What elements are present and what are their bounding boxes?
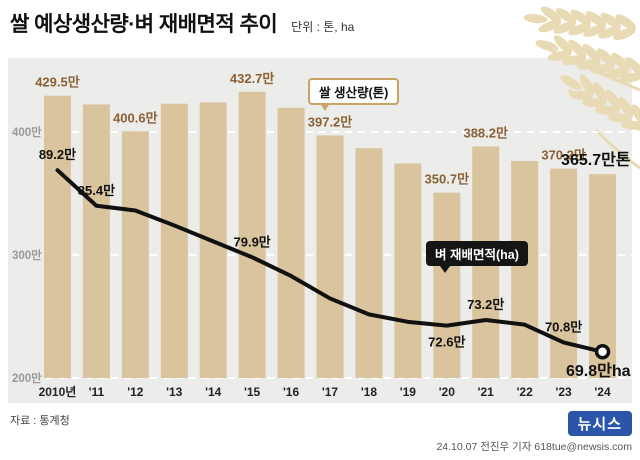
line-value-label: 85.4만 [78, 183, 115, 198]
source-note: 자료 : 통계청 [10, 415, 70, 427]
bar-'19 [394, 163, 422, 378]
bar-'20 [433, 192, 461, 378]
line-value-label: 79.9만 [234, 234, 271, 249]
credit-block: 뉴시스 24.10.07 전진우 기자 618tue@newsis.com [436, 411, 632, 454]
bar-'16 [277, 107, 305, 379]
header: 쌀 예상생산량·벼 재배면적 추이 단위 : 톤, ha [10, 8, 354, 38]
newsis-logo: 뉴시스 [567, 411, 632, 436]
y-tick-label: 200만 [12, 371, 42, 385]
x-tick-label: '11 [89, 385, 105, 399]
x-tick-label: '15 [244, 385, 261, 399]
credit-line: 24.10.07 전진우 기자 618tue@newsis.com [436, 441, 632, 453]
x-axis-labels: 2010년 '11 '12 '13 '14 '15 '16 '17 '18 '19 '20 '21 '2… [39, 385, 611, 399]
bars [43, 91, 617, 379]
x-tick-label: '12 [127, 385, 144, 399]
bar-'17 [316, 135, 344, 378]
line-end-marker [594, 344, 611, 360]
x-tick-label: 2010년 [39, 385, 77, 399]
bar-'15 [238, 91, 266, 379]
line-value-label: 70.8만 [545, 319, 582, 334]
bar-value-label: 370.2만 [541, 148, 586, 163]
bar-'12 [121, 131, 149, 378]
bar-value-label: 400.6만 [113, 110, 158, 125]
page-title: 쌀 예상생산량·벼 재배면적 추이 [10, 13, 278, 36]
bar-value-label: 365.7만톤 [561, 151, 631, 169]
bar-2010년 [43, 95, 71, 378]
bar-'13 [160, 103, 188, 379]
x-tick-label: '18 [361, 385, 378, 399]
bar-'11 [82, 104, 110, 378]
paddy-area-legend-tag: 벼 재배면적(ha) [426, 241, 528, 273]
rice-production-legend-tag: 쌀 생산량(톤) [308, 78, 400, 111]
line-value-labels: 89.2만 85.4만 79.9만 72.6만 73.2만 70.8만 69.8만ha [39, 147, 631, 380]
x-tick-label: '16 [283, 385, 300, 399]
chart-area: 400만 300만 200만 2010년 '11 '12 '13 '14 '15 '16 '17 '1… [8, 58, 632, 403]
x-tick-label: '24 [594, 385, 611, 399]
bar-'24 [589, 174, 617, 378]
x-tick-label: '14 [205, 385, 222, 399]
bar-value-label: 350.7만 [425, 172, 470, 187]
x-tick-label: '23 [555, 385, 572, 399]
x-tick-label: '20 [439, 385, 456, 399]
x-tick-label: '17 [322, 385, 339, 399]
line-value-label: 73.2만 [467, 297, 504, 312]
x-tick-label: '19 [400, 385, 417, 399]
bar-value-label: 432.7만 [230, 71, 275, 86]
bar-value-label: 388.2만 [463, 126, 508, 141]
bar-value-label: 397.2만 [308, 114, 353, 129]
bar-'18 [355, 148, 383, 378]
y-tick-label: 400만 [12, 125, 42, 139]
bar-value-label: 429.5만 [35, 75, 80, 90]
y-tick-label: 300만 [12, 248, 42, 262]
x-tick-label: '21 [478, 385, 495, 399]
x-tick-label: '13 [166, 385, 183, 399]
line-value-label: 89.2만 [39, 147, 76, 162]
bar-'22 [511, 161, 539, 378]
unit-note: 단위 : 톤, ha [291, 20, 355, 34]
paddy-area-line [55, 168, 611, 360]
line-value-label: 69.8만ha [566, 362, 631, 380]
line-value-label: 72.6만 [428, 335, 465, 350]
x-tick-label: '22 [517, 385, 534, 399]
